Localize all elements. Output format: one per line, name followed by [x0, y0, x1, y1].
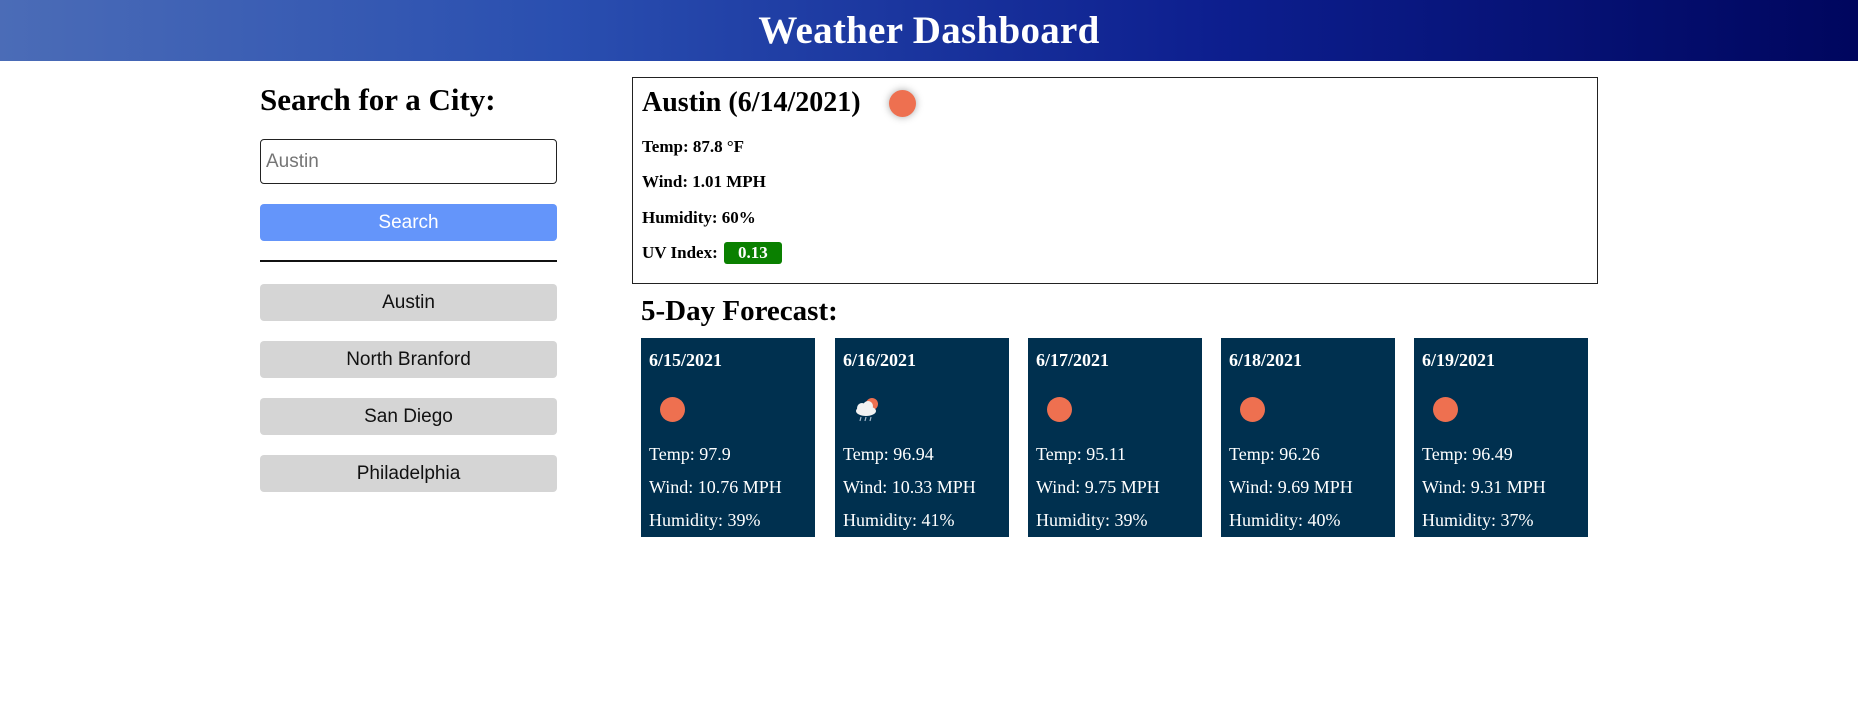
forecast-humidity: Humidity: 37%	[1422, 510, 1534, 530]
forecast-temp: Temp: 96.94	[843, 444, 934, 464]
forecast-temp: Temp: 97.9	[649, 444, 731, 464]
search-heading: Search for a City:	[260, 82, 496, 117]
forecast-title: 5-Day Forecast:	[641, 295, 838, 327]
forecast-card: 6/18/2021 Temp: 96.26 Wind: 9.69 MPH Hum…	[1221, 338, 1395, 537]
history-button-philadelphia[interactable]: Philadelphia	[260, 455, 557, 492]
current-city-title: Austin (6/14/2021)	[642, 87, 861, 118]
history-button-austin[interactable]: Austin	[260, 284, 557, 321]
forecast-card: 6/17/2021 Temp: 95.11 Wind: 9.75 MPH Hum…	[1028, 338, 1202, 537]
forecast-humidity: Humidity: 39%	[649, 510, 761, 530]
search-sidebar: Search for a City: Search Austin North B…	[260, 82, 557, 492]
history-button-north-branford[interactable]: North Branford	[260, 341, 557, 378]
sun-icon	[1433, 397, 1458, 422]
forecast-wind: Wind: 9.31 MPH	[1422, 477, 1546, 497]
sidebar-divider	[260, 260, 557, 262]
current-humidity: Humidity: 60%	[642, 208, 756, 227]
forecast-date: 6/19/2021	[1422, 350, 1496, 370]
cloud-rain-sun-icon	[856, 398, 878, 422]
forecast-date: 6/17/2021	[1036, 350, 1110, 370]
uv-label: UV Index:	[642, 243, 718, 262]
forecast-card: 6/19/2021 Temp: 96.49 Wind: 9.31 MPH Hum…	[1414, 338, 1588, 537]
current-uv: UV Index: 0.13	[642, 242, 782, 264]
forecast-wind: Wind: 9.75 MPH	[1036, 477, 1160, 497]
forecast-wind: Wind: 10.33 MPH	[843, 477, 976, 497]
city-search-input[interactable]	[260, 139, 557, 184]
uv-badge: 0.13	[723, 242, 782, 264]
history-button-san-diego[interactable]: San Diego	[260, 398, 557, 435]
forecast-humidity: Humidity: 39%	[1036, 510, 1148, 530]
sun-icon	[889, 90, 916, 117]
forecast-date: 6/16/2021	[843, 350, 917, 370]
forecast-card: 6/16/2021 Temp: 96.94 Wind: 10.33 MPH Hu…	[835, 338, 1009, 537]
forecast-humidity: Humidity: 40%	[1229, 510, 1341, 530]
page-title: Weather Dashboard	[758, 9, 1100, 52]
forecast-temp: Temp: 95.11	[1036, 444, 1127, 464]
current-temp: Temp: 87.8 °F	[642, 137, 745, 156]
forecast-wind: Wind: 9.69 MPH	[1229, 477, 1353, 497]
search-button[interactable]: Search	[260, 204, 557, 241]
forecast-wind: Wind: 10.76 MPH	[649, 477, 782, 497]
forecast-temp: Temp: 96.49	[1422, 444, 1513, 464]
sun-icon	[1240, 397, 1265, 422]
sun-icon	[1047, 397, 1072, 422]
forecast-date: 6/18/2021	[1229, 350, 1303, 370]
page-header: Weather Dashboard	[0, 0, 1858, 61]
current-wind: Wind: 1.01 MPH	[642, 172, 766, 191]
current-weather-panel: Austin (6/14/2021) Temp: 87.8 °F Wind: 1…	[632, 77, 1598, 284]
forecast-card: 6/15/2021 Temp: 97.9 Wind: 10.76 MPH Hum…	[641, 338, 815, 537]
forecast-temp: Temp: 96.26	[1229, 444, 1320, 464]
forecast-date: 6/15/2021	[649, 350, 723, 370]
sun-icon	[660, 397, 685, 422]
forecast-humidity: Humidity: 41%	[843, 510, 955, 530]
